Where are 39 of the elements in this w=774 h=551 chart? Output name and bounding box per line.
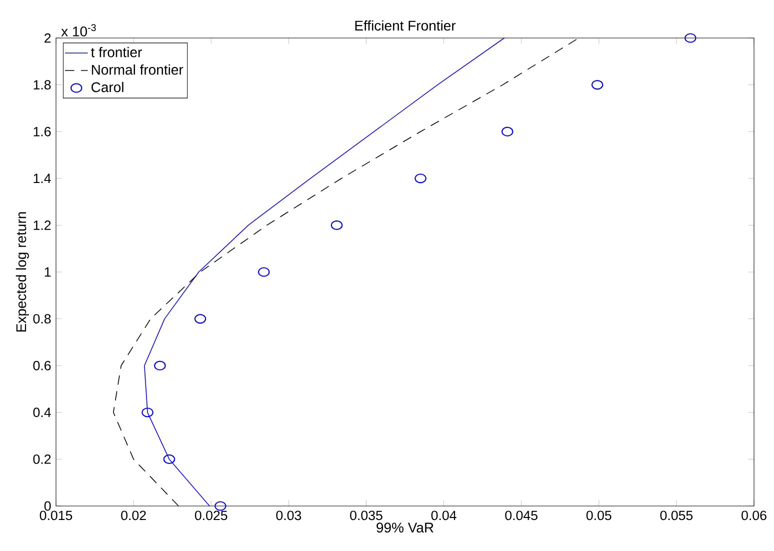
y-tick-label: 2 [44, 33, 51, 43]
x-axis-title: 99% VaR [376, 522, 434, 533]
x-tick-label: 0.03 [276, 510, 302, 520]
x-tick-label: 0.06 [742, 510, 766, 520]
y-tick-label: 0.8 [33, 314, 51, 324]
point [258, 267, 270, 277]
y-tick-label: 0.2 [33, 454, 51, 464]
point [214, 501, 226, 511]
x-tick-label: 0.04 [431, 510, 456, 520]
legend-label: Carol [92, 82, 124, 92]
x-tick-label: 0.02 [121, 510, 146, 520]
point [502, 126, 514, 136]
point [154, 360, 166, 370]
y-tick-label: 1.2 [34, 220, 51, 230]
y-tick-label: 1 [44, 267, 51, 277]
point [163, 454, 176, 464]
y-axis-title: Expected log return [16, 212, 29, 332]
text: x 10$^{-3}$ [61, 24, 96, 36]
chart-title: Efficient Frontier [355, 20, 456, 31]
y-tick-label: 1.4 [34, 174, 51, 183]
y-tick-label: 0 [44, 501, 51, 511]
y-tick-label: 1.8 [34, 80, 51, 90]
x-tick-label: 0.05 [586, 510, 612, 520]
point [194, 314, 206, 324]
point [684, 33, 696, 43]
x-tick-label: 0.015 [40, 510, 72, 520]
x-tick-label: 0.055 [660, 510, 693, 520]
legend-label: t frontier [91, 46, 142, 58]
legend-label: Normal frontier [92, 64, 184, 75]
x-tick-label: 0.025 [194, 510, 228, 520]
point [330, 220, 343, 230]
x-tick-label: 0.035 [350, 510, 382, 520]
y-tick-label: 1.6 [34, 126, 51, 136]
x-tick-label: 0.045 [505, 510, 538, 520]
y-tick-label: 0.4 [33, 408, 51, 418]
y-tick-label: 0.6 [33, 360, 51, 370]
point [142, 408, 154, 418]
point [591, 80, 604, 90]
point [414, 174, 426, 184]
